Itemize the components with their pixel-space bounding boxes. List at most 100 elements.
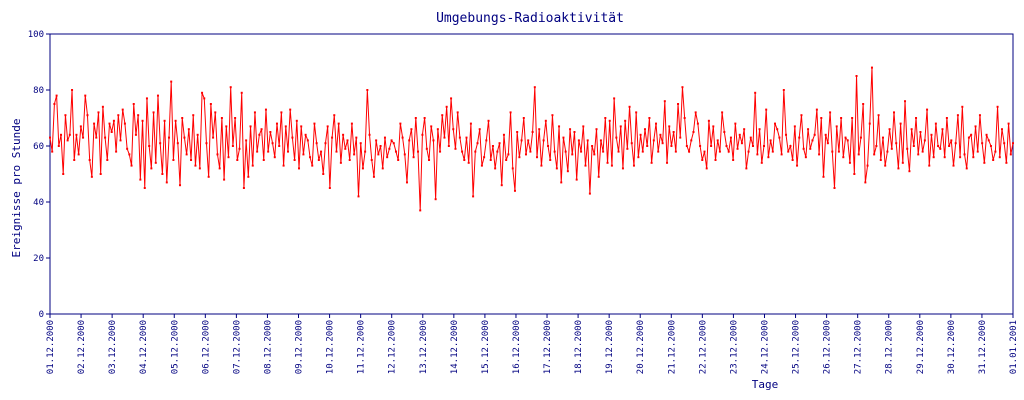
data-point [635, 111, 638, 114]
data-point [322, 173, 325, 175]
y-tick-label: 100 [28, 30, 44, 40]
data-point [800, 114, 803, 117]
data-point [461, 150, 464, 153]
data-point [291, 136, 294, 139]
data-point [529, 150, 532, 153]
data-point [262, 159, 265, 161]
data-point [663, 100, 666, 103]
data-point [408, 139, 411, 142]
data-point [342, 133, 345, 136]
data-point [454, 147, 457, 150]
data-point [569, 128, 572, 131]
data-point [295, 119, 298, 122]
data-point [859, 136, 862, 139]
data-point [190, 159, 193, 161]
data-point [53, 103, 56, 105]
data-point [130, 164, 133, 167]
data-point [236, 159, 239, 161]
data-point [712, 125, 715, 128]
data-point [223, 178, 226, 181]
data-point [919, 131, 922, 133]
data-point [950, 139, 953, 142]
data-point [434, 198, 437, 201]
data-point [921, 150, 924, 153]
data-point [641, 150, 644, 153]
x-tick-label: 13.12.2000 [419, 320, 429, 374]
data-point [586, 139, 589, 142]
data-point [877, 114, 880, 117]
data-point [357, 195, 360, 198]
data-point [220, 117, 223, 119]
data-point [1000, 128, 1003, 131]
series-line-0 [49, 67, 1014, 211]
data-point [853, 173, 856, 175]
data-point [84, 94, 87, 97]
data-point [996, 105, 999, 108]
data-point [196, 133, 199, 136]
data-point [242, 187, 245, 189]
x-tick-label: 17.12.2000 [543, 320, 553, 374]
data-point [229, 86, 232, 89]
data-point [480, 164, 483, 167]
data-point [275, 122, 278, 125]
data-point [974, 125, 977, 128]
data-point [714, 159, 717, 161]
data-point [156, 94, 159, 97]
data-point [778, 136, 781, 139]
data-point [615, 136, 618, 139]
x-tick-label: 19.12.2000 [605, 320, 615, 374]
data-point [533, 86, 536, 89]
data-point [624, 119, 627, 122]
data-point [172, 159, 175, 161]
data-point [110, 131, 113, 133]
data-point [915, 117, 918, 119]
data-point [71, 89, 74, 91]
data-point [765, 108, 768, 111]
x-tick-label: 18.12.2000 [574, 320, 584, 374]
data-point [377, 153, 380, 156]
data-point [176, 142, 179, 145]
data-point [117, 114, 120, 117]
data-point [260, 128, 263, 131]
data-point [397, 159, 400, 161]
data-point [584, 164, 587, 167]
data-point [419, 209, 422, 212]
data-point [540, 164, 543, 167]
data-point [692, 131, 695, 133]
data-point [326, 125, 329, 128]
data-point [804, 156, 807, 159]
data-point [551, 114, 554, 117]
data-point [602, 150, 605, 153]
data-point [893, 111, 895, 114]
data-point [496, 150, 499, 153]
data-point [467, 161, 470, 164]
data-point [926, 108, 929, 111]
data-point [386, 156, 389, 159]
data-point [509, 111, 512, 114]
y-tick-label: 40 [33, 198, 44, 208]
data-point [359, 142, 362, 145]
data-point [899, 122, 902, 125]
data-point [350, 122, 353, 125]
data-point [606, 161, 609, 164]
data-point [62, 173, 65, 175]
x-tick-label: 16.12.2000 [512, 320, 522, 374]
data-point [829, 111, 832, 114]
data-point [972, 156, 975, 159]
data-point [150, 167, 153, 170]
data-point [679, 136, 682, 139]
data-point [234, 117, 237, 119]
data-point [776, 128, 779, 131]
data-point [732, 159, 735, 161]
data-point [699, 145, 702, 147]
data-point [666, 161, 669, 164]
data-point [121, 108, 124, 111]
data-point [185, 153, 188, 156]
data-point [205, 142, 208, 145]
data-point [884, 164, 887, 167]
data-point [335, 150, 338, 153]
data-point [231, 145, 234, 147]
data-point [677, 103, 680, 105]
data-point [696, 122, 699, 125]
data-point [668, 125, 671, 128]
